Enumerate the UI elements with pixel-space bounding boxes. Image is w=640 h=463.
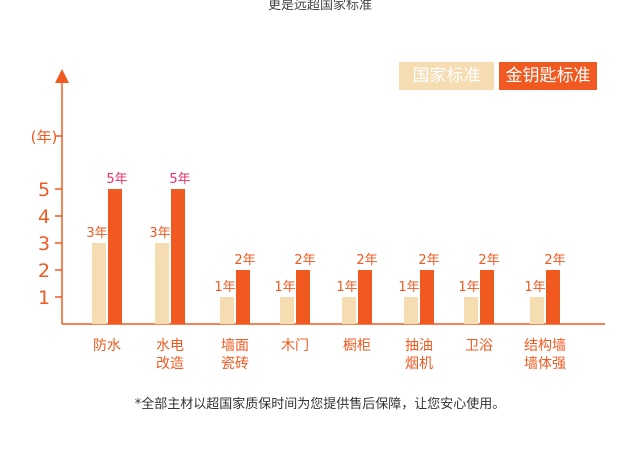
bar-golden-key-standard (171, 189, 185, 324)
x-category-label: 烟机 (405, 356, 433, 372)
legend-golden-key-standard: 金钥匙标准 (499, 62, 597, 90)
x-category-label: 卫浴 (465, 338, 493, 354)
x-category-label: 木门 (281, 338, 309, 354)
bar-national-standard (342, 297, 356, 324)
bar-value-label: 5年 (106, 172, 127, 187)
x-category-label: 结构墙 (524, 338, 566, 354)
y-tick-label: 3 (38, 233, 50, 255)
bar-value-label: 2年 (478, 253, 499, 268)
chart-axes (55, 69, 605, 325)
bar-national-standard (155, 243, 169, 324)
bar-national-standard (92, 243, 106, 324)
top-caption: 更是远超国家标准 (267, 0, 372, 13)
bar-national-standard (280, 297, 294, 324)
bar-value-label: 1年 (458, 280, 479, 295)
bar-value-label: 2年 (356, 253, 377, 268)
bar-national-standard (220, 297, 234, 324)
bar-value-label: 1年 (274, 280, 295, 295)
bar-value-label: 2年 (544, 253, 565, 268)
y-tick-label: 4 (38, 206, 50, 228)
x-category-label: 抽油 (405, 338, 433, 354)
bar-golden-key-standard (296, 270, 310, 324)
bar-national-standard (530, 297, 544, 324)
x-category-label: 墙体强 (524, 356, 566, 372)
bar-national-standard (404, 297, 418, 324)
bar-national-standard (464, 297, 478, 324)
y-tick-label: 2 (38, 260, 50, 282)
y-tick-label: 5 (38, 179, 50, 201)
bar-value-label: 2年 (234, 253, 255, 268)
bar-value-label: 1年 (214, 280, 235, 295)
y-axis-arrow (55, 69, 69, 83)
bar-value-label: 5年 (169, 172, 190, 187)
bar-golden-key-standard (236, 270, 250, 324)
x-category-label: 改造 (156, 356, 184, 372)
bar-value-label: 1年 (524, 280, 545, 295)
bar-golden-key-standard (546, 270, 560, 324)
footnote: *全部主材以超国家质保时间为您提供售后保障，让您安心使用。 (134, 397, 506, 412)
x-category-label: 水电 (156, 338, 184, 354)
bar-golden-key-standard (420, 270, 434, 324)
bar-value-label: 1年 (398, 280, 419, 295)
x-category-label: 橱柜 (343, 338, 371, 354)
bar-golden-key-standard (480, 270, 494, 324)
bar-golden-key-standard (358, 270, 372, 324)
bar-value-label: 3年 (86, 226, 107, 241)
y-tick-label: 1 (38, 287, 50, 309)
bar-value-label: 1年 (336, 280, 357, 295)
bar-value-label: 2年 (294, 253, 315, 268)
x-category-label: 墙面 (221, 338, 249, 354)
x-category-label: 瓷砖 (221, 356, 249, 372)
bar-value-label: 2年 (418, 253, 439, 268)
x-category-label: 防水 (93, 338, 121, 354)
y-axis-unit-label: (年) (31, 128, 58, 146)
bar-value-label: 3年 (149, 226, 170, 241)
chart-bars (92, 189, 560, 324)
legend-national-standard: 国家标准 (399, 62, 494, 90)
bar-golden-key-standard (108, 189, 122, 324)
